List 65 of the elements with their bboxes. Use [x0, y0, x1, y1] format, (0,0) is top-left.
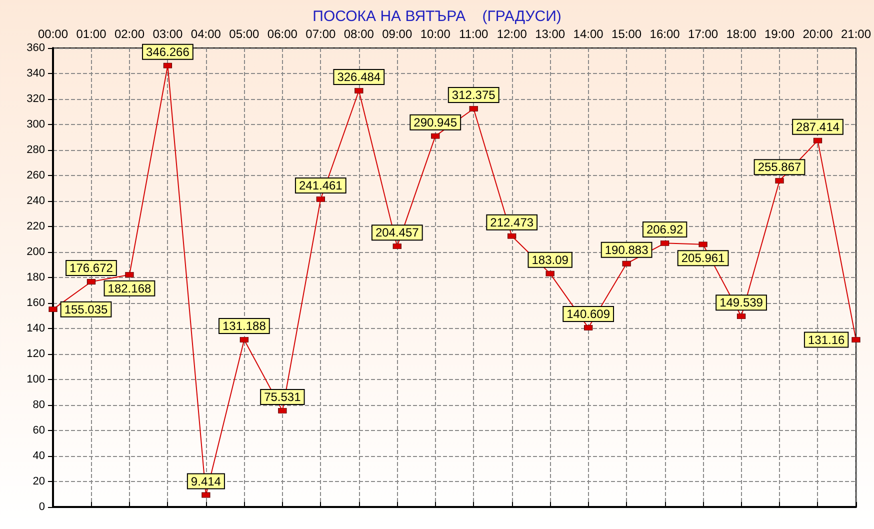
x-tick-label: 21:00: [840, 27, 872, 41]
y-tick-label: 340: [26, 68, 45, 80]
x-tick-label: 05:00: [229, 27, 260, 41]
y-tick-label: 280: [26, 144, 45, 156]
chart-title: ПОСОКА НА ВЯТЪРА (ГРАДУСИ): [312, 8, 562, 25]
x-tick-label: 03:00: [152, 27, 184, 41]
data-label: 190.883: [604, 242, 649, 257]
data-label: 204.457: [375, 226, 420, 240]
x-tick-label: 13:00: [535, 27, 566, 41]
y-tick-label: 320: [26, 93, 45, 105]
x-tick-label: 10:00: [420, 27, 451, 41]
data-label: 9.414: [190, 474, 222, 488]
data-label: 212.473: [490, 215, 534, 230]
x-tick-label: 01:00: [76, 27, 107, 41]
x-tick-label: 02:00: [114, 27, 145, 41]
x-tick-label: 11:00: [459, 27, 489, 41]
data-label: 140.609: [566, 307, 610, 322]
data-label: 326.484: [337, 70, 381, 84]
y-tick-label: 220: [26, 220, 45, 232]
x-tick-label: 12:00: [496, 27, 528, 41]
y-tick-label: 120: [26, 348, 45, 360]
y-tick-label: 140: [26, 322, 45, 334]
data-label: 183.09: [532, 252, 569, 267]
x-tick-label: 16:00: [650, 27, 680, 41]
data-label: 131.16: [808, 332, 845, 347]
data-label: 176.672: [70, 261, 114, 276]
y-tick-label: 240: [26, 195, 45, 207]
data-label: 290.945: [414, 115, 458, 130]
x-tick-label: 04:00: [190, 27, 222, 41]
x-tick-label: 09:00: [382, 27, 412, 41]
data-label: 75.531: [264, 390, 302, 404]
y-tick-label: 360: [26, 42, 45, 54]
x-tick-label: 00:00: [38, 27, 68, 41]
y-tick-label: 0: [38, 501, 45, 513]
data-label: 346.266: [146, 44, 190, 59]
x-tick-label: 14:00: [573, 27, 604, 41]
x-tick-label: 07:00: [306, 27, 336, 41]
y-tick-label: 100: [26, 374, 45, 386]
x-tick-label: 06:00: [267, 27, 298, 41]
point: [814, 138, 822, 144]
x-tick-label: 08:00: [344, 27, 374, 41]
x-tick-label: 17:00: [688, 27, 718, 41]
data-label: 205.961: [681, 251, 726, 266]
y-tick-label: 200: [26, 246, 45, 258]
y-tick-label: 260: [26, 170, 45, 182]
y-tick-label: 300: [26, 118, 45, 130]
data-label: 131.188: [222, 319, 266, 334]
y-tick-label: 60: [32, 424, 45, 436]
y-tick-label: 160: [26, 297, 45, 309]
data-label: 155.035: [64, 302, 108, 316]
x-tick-label: 15:00: [612, 27, 642, 41]
data-label: 287.414: [796, 120, 840, 134]
data-label: 182.168: [108, 281, 152, 296]
data-label: 206.92: [646, 222, 684, 236]
data-label: 312.375: [452, 88, 496, 102]
y-tick-label: 20: [32, 476, 45, 488]
data-label: 241.461: [298, 178, 343, 192]
x-tick-label: 18:00: [726, 27, 757, 41]
x-tick-label: 19:00: [764, 27, 795, 41]
data-label: 149.539: [720, 296, 764, 310]
x-tick-label: 20:00: [802, 27, 834, 41]
y-tick-label: 80: [32, 399, 45, 411]
y-tick-label: 40: [32, 450, 45, 462]
data-label: 255.867: [758, 160, 802, 174]
y-tick-label: 180: [26, 272, 45, 284]
